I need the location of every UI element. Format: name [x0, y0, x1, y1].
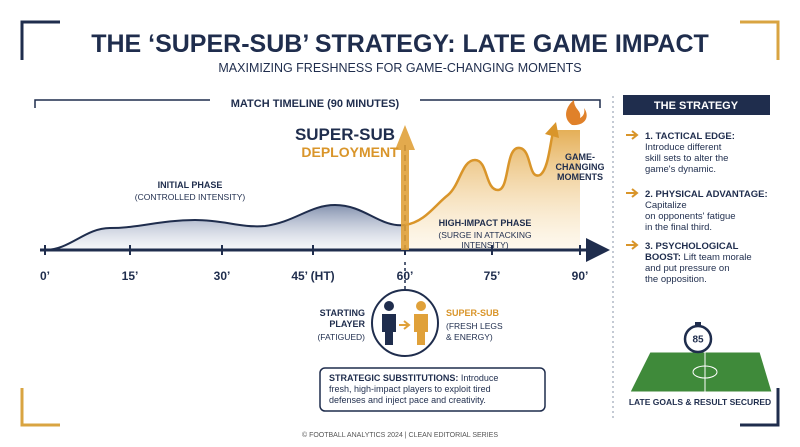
- decoration: [404, 131, 555, 227]
- phase-note: (SURGE IN ATTACKING: [438, 230, 531, 240]
- decoration: [414, 314, 428, 345]
- decoration: [20, 20, 60, 60]
- tick-label: 75’: [484, 269, 501, 283]
- decoration: [751, 332, 769, 356]
- clock: 85: [692, 335, 704, 346]
- decoration: [629, 351, 773, 393]
- decoration: [740, 388, 780, 427]
- item-text: Lift team morale: [681, 252, 752, 263]
- decoration: [44, 203, 406, 251]
- tick-label: 90’: [572, 269, 589, 283]
- decoration: [416, 301, 426, 311]
- decoration: [382, 314, 396, 345]
- callout-bold: STRATEGIC SUBSTITUTIONS:: [329, 373, 458, 383]
- tick-label: 15’: [122, 269, 139, 283]
- deployment-label: SUPER-SUB: [295, 125, 395, 144]
- decoration: [45, 205, 405, 250]
- decoration: [545, 122, 559, 138]
- supersub-label: SUPER-SUB: [446, 308, 500, 318]
- decoration: [630, 352, 772, 392]
- deployment-label: DEPLOYMENT: [301, 144, 399, 160]
- timeline-title: MATCH TIMELINE (90 MINUTES): [231, 98, 400, 110]
- tick-label: 45’ (HT): [291, 269, 334, 283]
- item-text: and put pressure on: [645, 263, 730, 274]
- item-title: BOOST:: [645, 252, 681, 263]
- pitch-caption: LATE GOALS & RESULT SECURED: [629, 397, 771, 407]
- phase-note: (CONTROLLED INTENSITY): [135, 192, 246, 202]
- callout-text: defenses and inject pace and creativity.: [329, 395, 486, 405]
- decoration: [34, 99, 601, 108]
- item-text: game's dynamic.: [645, 164, 716, 175]
- item-text: the opposition.: [645, 274, 707, 285]
- callout: STRATEGIC SUBSTITUTIONS: Introduce: [329, 373, 498, 383]
- item-text: Capitalize: [645, 200, 687, 211]
- item-text: in the final third.: [645, 222, 712, 233]
- decoration: [20, 388, 60, 427]
- phase-note: INTENSITY): [461, 240, 508, 250]
- item-title: 2. PHYSICAL ADVANTAGE:: [645, 189, 768, 200]
- phase-title: HIGH-IMPACT PHASE: [439, 218, 532, 228]
- decoration: [740, 20, 780, 60]
- decoration: [626, 188, 639, 198]
- item-title: 1. TACTICAL EDGE:: [645, 131, 735, 142]
- tick-label: 0’: [40, 269, 50, 283]
- item-text: Introduce different: [645, 142, 722, 153]
- moments-label: GAME-: [565, 152, 595, 162]
- decoration: [623, 95, 770, 115]
- moments-label: MOMENTS: [557, 172, 603, 182]
- decoration: [395, 125, 415, 250]
- supersub-note: (FRESH LEGS: [446, 321, 503, 331]
- phase-title: INITIAL PHASE: [158, 180, 223, 190]
- decoration: [695, 322, 701, 326]
- starting-note: (FATIGUED): [317, 332, 365, 342]
- callout-text: fresh, high-impact players to exploit ti…: [329, 384, 491, 394]
- starting-label: STARTING: [320, 308, 365, 318]
- decoration: [384, 301, 394, 311]
- decoration: [692, 365, 718, 379]
- item-text: on opponents' fatigue: [645, 211, 736, 222]
- item-text: skill sets to alter the: [645, 153, 728, 164]
- decoration: [399, 320, 411, 330]
- moments-label: CHANGING: [556, 162, 605, 172]
- decoration: [319, 367, 546, 412]
- strategy-title: THE STRATEGY: [654, 100, 739, 112]
- decoration: [626, 240, 639, 250]
- item-title: 3. PSYCHOLOGICAL: [645, 241, 739, 252]
- tick-label: 30’: [214, 269, 231, 283]
- title: THE ‘SUPER-SUB’ STRATEGY: LATE GAME IMPA…: [91, 30, 709, 58]
- decoration: [626, 130, 639, 140]
- footer: © FOOTBALL ANALYTICS 2024 | CLEAN EDITOR…: [302, 431, 498, 439]
- callout-text: Introduce: [458, 373, 498, 383]
- starting-label: PLAYER: [329, 319, 365, 329]
- subtitle: MAXIMIZING FRESHNESS FOR GAME-CHANGING M…: [218, 61, 581, 75]
- decoration: [566, 100, 587, 126]
- decoration: [405, 130, 580, 250]
- supersub-note: & ENERGY): [446, 332, 493, 342]
- item-text: BOOST: Lift team morale: [645, 252, 752, 263]
